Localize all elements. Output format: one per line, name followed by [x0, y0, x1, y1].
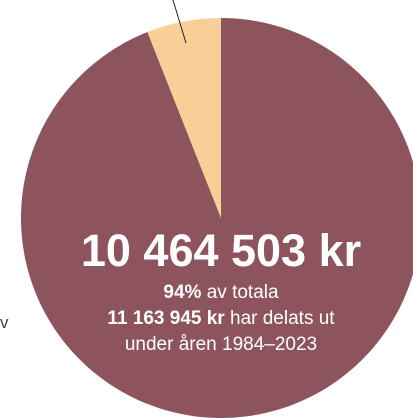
- pie-slice: [21, 18, 413, 418]
- total-text: har delats ut: [230, 308, 335, 329]
- total-line: 11 163 945 kr har delats ut: [107, 308, 335, 329]
- pie: [21, 18, 413, 418]
- share-text: av totala: [207, 282, 279, 303]
- leader-line: [172, 0, 187, 44]
- share-line: 94% av totala: [163, 282, 279, 303]
- amount: 10 464 503 kr: [81, 225, 361, 276]
- period-text: under åren 1984–2023: [125, 334, 317, 355]
- total: 11 163 945 kr: [107, 308, 225, 329]
- share-label: 94%: [163, 282, 201, 303]
- pie-slice: [147, 18, 221, 218]
- annotation: v: [0, 313, 9, 332]
